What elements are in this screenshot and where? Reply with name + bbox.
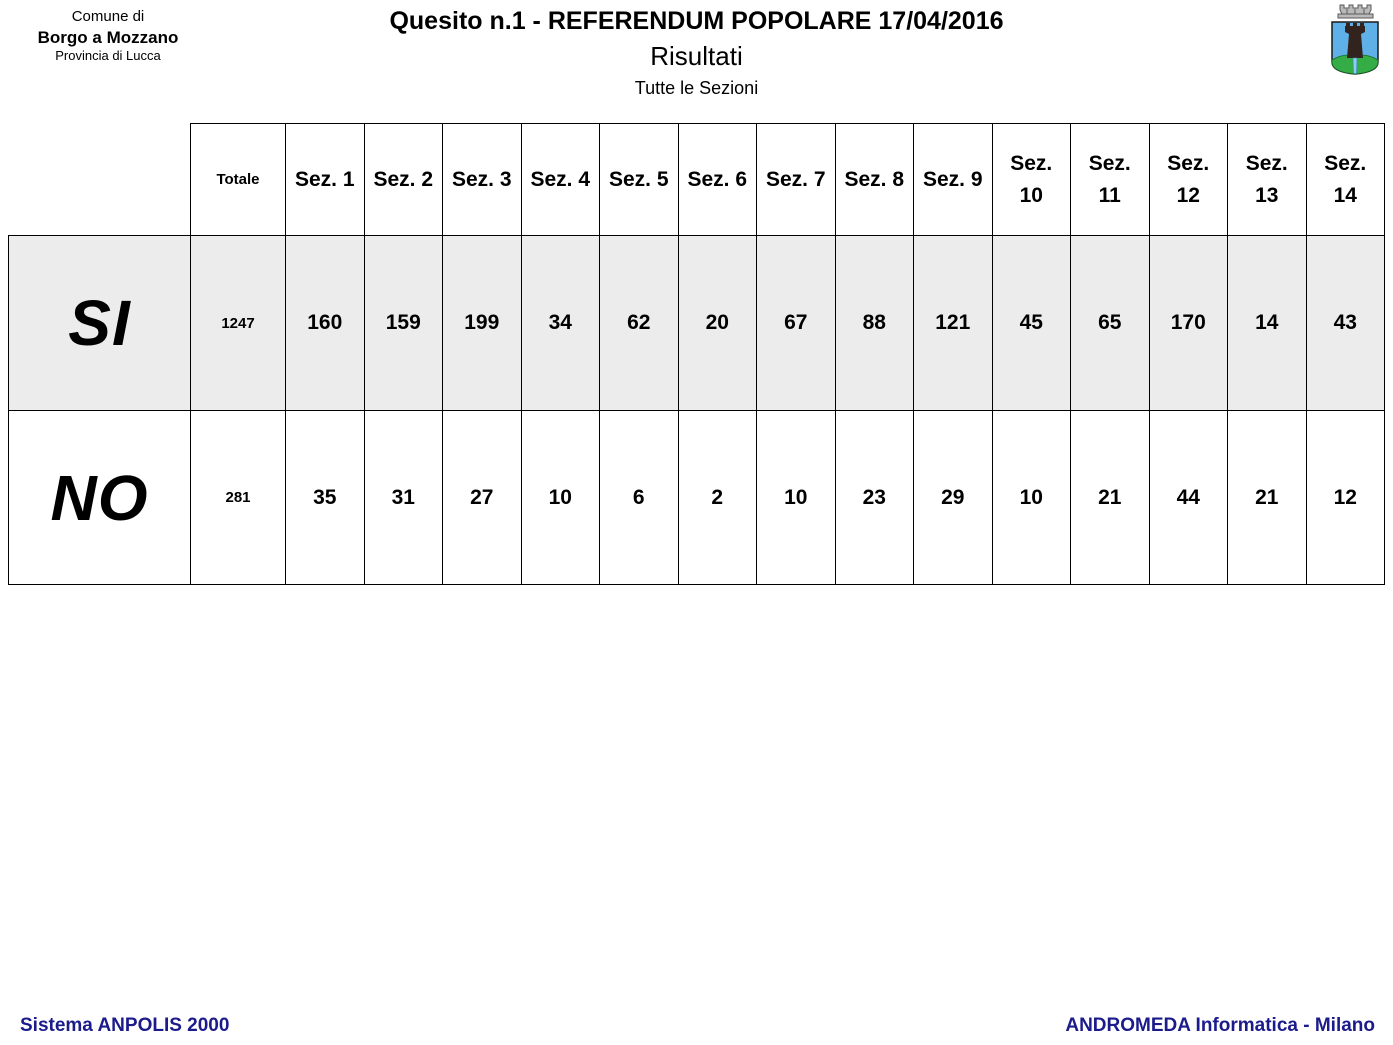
col-header-sez-11: Sez. 11	[1070, 123, 1150, 236]
cell-no-sez-4: 10	[520, 410, 600, 585]
cell-si-sez-10: 45	[991, 235, 1071, 411]
table-header-row: Totale Sez. 1 Sez. 2 Sez. 3 Sez. 4 Sez. 5 Sez.…	[8, 123, 1385, 236]
col-header-sez-3: Sez. 3	[442, 123, 522, 236]
cell-no-sez-9: 29	[913, 410, 993, 585]
cell-si-sez-13: 14	[1227, 235, 1307, 411]
col-header-sez-6: Sez. 6	[677, 123, 757, 236]
cell-si-sez-8: 88	[834, 235, 914, 411]
cell-si-sez-14: 43	[1305, 235, 1385, 411]
col-header-sez-7: Sez. 7	[756, 123, 836, 236]
vendor-credit: ANDROMEDA Informatica - Milano	[1065, 1015, 1375, 1036]
cell-no-totale: 281	[190, 410, 286, 585]
cell-si-totale: 1247	[190, 235, 286, 411]
row-label-si: SI	[8, 235, 191, 411]
municipality-block: Comune di Borgo a Mozzano Provincia di L…	[12, 8, 204, 64]
cell-no-sez-12: 44	[1148, 410, 1228, 585]
cell-si-sez-6: 20	[677, 235, 757, 411]
cell-si-sez-7: 67	[756, 235, 836, 411]
cell-no-sez-13: 21	[1227, 410, 1307, 585]
col-header-totale: Totale	[190, 123, 286, 236]
table-row-no: NO 281 35 31 27 10 6 2 10 23 29 10 21 44 21 12	[8, 410, 1385, 585]
cell-no-sez-14: 12	[1305, 410, 1385, 585]
cell-si-sez-3: 199	[442, 235, 522, 411]
cell-si-sez-2: 159	[363, 235, 443, 411]
cell-si-sez-9: 121	[913, 235, 993, 411]
col-header-sez-10: Sez. 10	[991, 123, 1071, 236]
table-row-si: SI 1247 160 159 199 34 62 20 67 88 121 45 65 170 14 43	[8, 235, 1385, 411]
page-title: Quesito n.1 - REFERENDUM POPOLARE 17/04/…	[389, 7, 1004, 35]
cell-no-sez-5: 6	[599, 410, 679, 585]
table-body: SI 1247 160 159 199 34 62 20 67 88 121 45 65 170 14 43 N…	[8, 235, 1385, 585]
table-corner-cell	[8, 123, 191, 236]
cell-si-sez-1: 160	[285, 235, 365, 411]
col-header-sez-12: Sez. 12	[1148, 123, 1228, 236]
coat-of-arms-icon	[1323, 0, 1387, 80]
title-block: Quesito n.1 - REFERENDUM POPOLARE 17/04/…	[0, 7, 1393, 99]
col-header-sez-13: Sez. 13	[1227, 123, 1307, 236]
page-subtitle: Risultati	[650, 40, 743, 71]
cell-no-sez-2: 31	[363, 410, 443, 585]
col-header-sez-1: Sez. 1	[285, 123, 365, 236]
col-header-sez-8: Sez. 8	[834, 123, 914, 236]
row-label-no: NO	[8, 410, 191, 585]
col-header-sez-4: Sez. 4	[520, 123, 600, 236]
sections-scope-label: Tutte le Sezioni	[634, 77, 759, 98]
cell-no-sez-11: 21	[1070, 410, 1150, 585]
cell-si-sez-11: 65	[1070, 235, 1150, 411]
col-header-sez-9: Sez. 9	[913, 123, 993, 236]
results-table: Totale Sez. 1 Sez. 2 Sez. 3 Sez. 4 Sez. 5 Sez.…	[8, 123, 1385, 585]
cell-no-sez-8: 23	[834, 410, 914, 585]
municipality-prefix: Comune di	[71, 8, 145, 25]
col-header-sez-14: Sez. 14	[1305, 123, 1385, 236]
cell-no-sez-10: 10	[991, 410, 1071, 585]
cell-no-sez-6: 2	[677, 410, 757, 585]
col-header-sez-5: Sez. 5	[599, 123, 679, 236]
cell-si-sez-5: 62	[599, 235, 679, 411]
system-credit: Sistema ANPOLIS 2000	[20, 1015, 230, 1036]
province-name: Provincia di Lucca	[55, 48, 161, 63]
municipality-name: Borgo a Mozzano	[37, 27, 179, 47]
cell-no-sez-1: 35	[285, 410, 365, 585]
cell-no-sez-3: 27	[442, 410, 522, 585]
col-header-sez-2: Sez. 2	[363, 123, 443, 236]
cell-no-sez-7: 10	[756, 410, 836, 585]
cell-si-sez-12: 170	[1148, 235, 1228, 411]
cell-si-sez-4: 34	[520, 235, 600, 411]
